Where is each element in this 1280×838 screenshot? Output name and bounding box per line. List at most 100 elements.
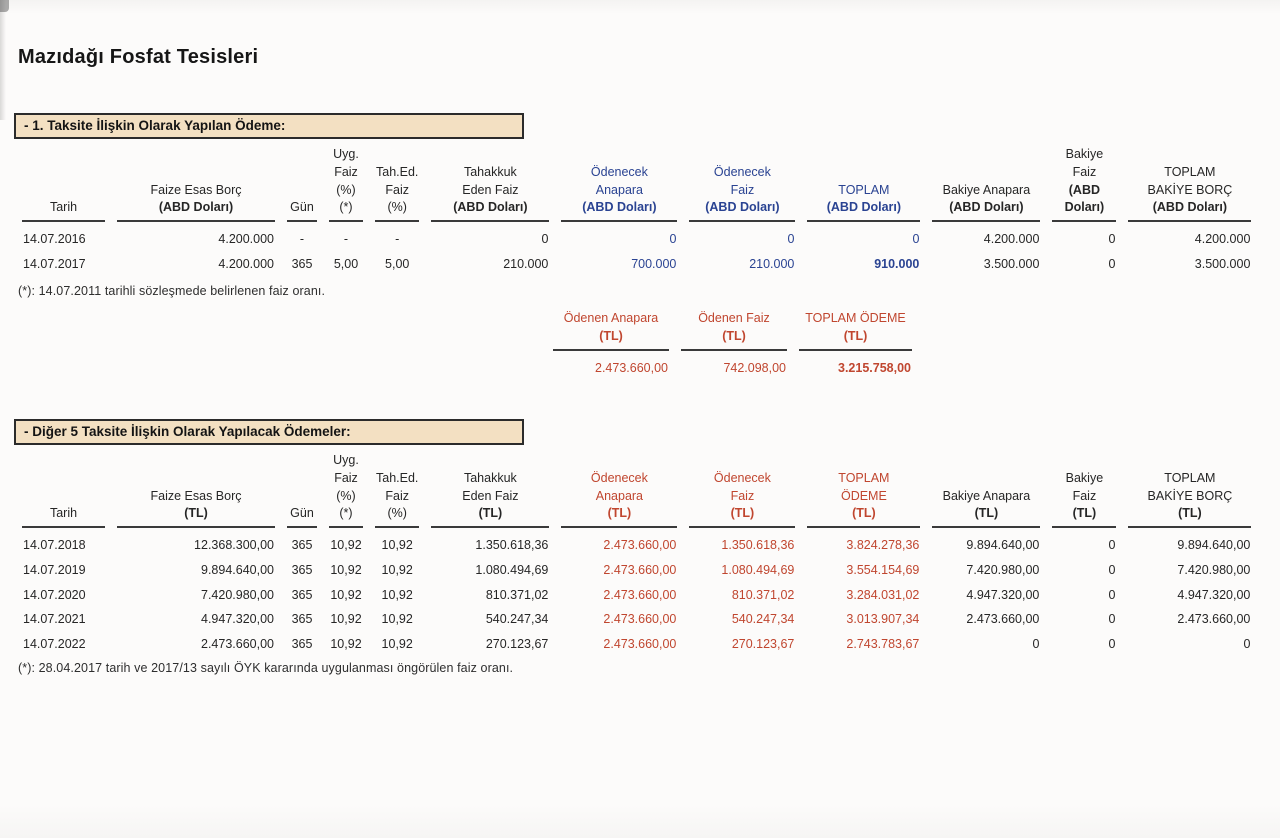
scan-edge-shadow	[0, 0, 6, 120]
table-cell: 0	[912, 232, 920, 246]
table-cell: 1.080.494,69	[721, 562, 795, 577]
table-cell: 3.013.907,34	[846, 612, 920, 627]
table-row: 2.473.660,00 742.098,00 3.215.758,00	[547, 351, 918, 381]
column-header: Faize Esas Borç (TL)	[111, 452, 281, 528]
payment-table-installments-2-6: Tarih Faize Esas Borç (TL) Gün Uyg. Faiz (%) (…	[16, 452, 1257, 657]
table-cell: 14.07.2019	[23, 562, 86, 577]
table-cell: 210.000	[749, 256, 795, 271]
column-header: Tarih	[16, 452, 111, 528]
column-header: Bakiye Faiz (ABD Doları)	[1046, 146, 1122, 222]
table-header-row: Ödenen Anapara (TL) Ödenen Faiz (TL) TOPLAM …	[547, 310, 918, 351]
table-cell: 12.368.300,00	[194, 538, 274, 552]
table-cell: 742.098,00	[723, 360, 786, 375]
table-cell: 2.473.660,00	[603, 612, 677, 627]
column-header: TOPLAM ÖDEME (TL)	[793, 310, 918, 351]
table-cell: 2.473.660,00	[603, 538, 677, 552]
table-cell: 10,92	[381, 612, 413, 627]
table-cell: 4.947.320,00	[1177, 587, 1251, 602]
table-cell: 4.947.320,00	[201, 612, 274, 627]
column-header: Gün	[281, 146, 323, 222]
table-cell: 10,92	[330, 637, 362, 651]
column-header: Bakiye Anapara (ABD Doları)	[926, 146, 1046, 222]
column-header: Tah.Ed. Faiz (%)	[369, 146, 425, 222]
column-header: Ödenen Anapara (TL)	[547, 310, 675, 351]
table-cell: 0	[1108, 538, 1116, 552]
table-cell: 700.000	[631, 256, 677, 271]
table-cell: 540.247,34	[731, 612, 795, 627]
table-header-row: Tarih Faize Esas Borç (ABD Doları) Gün Uyg. F…	[16, 146, 1257, 222]
table-cell: 1.080.494,69	[475, 562, 549, 577]
column-header: Gün	[281, 452, 323, 528]
table-cell: 0	[541, 232, 549, 246]
column-header: Tarih	[16, 146, 111, 222]
table-cell: 810.371,02	[485, 587, 549, 602]
table-cell: 910.000	[874, 256, 920, 271]
table-cell: 10,92	[330, 538, 362, 552]
table-cell: 14.07.2020	[23, 587, 86, 602]
column-header: Ödenecek Anapara (ABD Doları)	[555, 146, 683, 222]
column-header: Ödenecek Faiz (ABD Doları)	[683, 146, 801, 222]
footnote-interest-rate-contract: (*): 14.07.2011 tarihli sözleşmede belir…	[18, 284, 326, 298]
table-row: 14.07.2017 4.200.000 365 5,00 5,00 210.000 700…	[16, 252, 1257, 277]
table-header-row: Tarih Faize Esas Borç (TL) Gün Uyg. Faiz (%) (…	[16, 452, 1257, 528]
column-header: TOPLAM BAKİYE BORÇ (ABD Doları)	[1122, 146, 1257, 222]
column-header: Tah.Ed. Faiz (%)	[369, 452, 425, 528]
table-cell: 14.07.2021	[23, 612, 86, 627]
table-cell: 2.743.783,67	[846, 637, 920, 651]
table-cell: 365	[291, 256, 313, 271]
table-row: 14.07.2021 4.947.320,00 365 10,92 10,92 540.2…	[16, 607, 1257, 632]
column-header: Ödenen Faiz (TL)	[675, 310, 793, 351]
table-cell: 2.473.660,00	[603, 562, 677, 577]
table-cell: 2.473.660,00	[201, 637, 274, 651]
table-cell: 4.200.000	[218, 232, 274, 246]
table-cell: 4.200.000	[1194, 232, 1251, 246]
table-cell: 5,00	[385, 256, 410, 271]
table-cell: 3.215.758,00	[838, 360, 911, 375]
table-cell: -	[343, 232, 349, 246]
payment-summary-table-tl: Ödenen Anapara (TL) Ödenen Faiz (TL) TOPLAM …	[547, 310, 918, 380]
table-cell: 10,92	[381, 538, 413, 552]
table-cell: 10,92	[330, 562, 362, 577]
column-header: TOPLAM BAKİYE BORÇ (TL)	[1122, 452, 1257, 528]
table-cell: 2.473.660,00	[603, 637, 677, 651]
table-row: 14.07.2020 7.420.980,00 365 10,92 10,92 810.3…	[16, 583, 1257, 608]
table-cell: 0	[1243, 637, 1251, 651]
table-cell: 7.420.980,00	[201, 587, 274, 602]
table-cell: 2.473.660,00	[966, 612, 1040, 627]
table-cell: 0	[1108, 562, 1116, 577]
table-cell: 14.07.2016	[23, 232, 86, 246]
table-cell: 10,92	[330, 612, 362, 627]
table-row: 14.07.2016 4.200.000 - - - 0 0 0 0 4.200.000 0 4.20…	[16, 222, 1257, 252]
column-header: Ödenecek Anapara (TL)	[555, 452, 683, 528]
footnote-interest-rate-oyk: (*): 28.04.2017 tarih ve 2017/13 sayılı …	[18, 661, 514, 675]
column-header: Tahakkuk Eden Faiz (TL)	[425, 452, 555, 528]
table-cell: 365	[291, 562, 313, 577]
table-cell: 10,92	[330, 587, 362, 602]
table-cell: 4.200.000	[983, 232, 1040, 246]
table-cell: 270.123,67	[731, 637, 795, 651]
table-cell: 365	[291, 587, 313, 602]
table-cell: 7.420.980,00	[1177, 562, 1251, 577]
table-cell: 810.371,02	[731, 587, 795, 602]
table-cell: 210.000	[503, 256, 549, 271]
table-row: 14.07.2022 2.473.660,00 365 10,92 10,92 270.1…	[16, 632, 1257, 657]
table-cell: 0	[1108, 637, 1116, 651]
table-cell: 9.894.640,00	[966, 538, 1040, 552]
table-cell: 540.247,34	[485, 612, 549, 627]
table-cell: 0	[1032, 637, 1040, 651]
table-row: 14.07.2018 12.368.300,00 365 10,92 10,92 1.35…	[16, 528, 1257, 558]
table-cell: 10,92	[381, 637, 413, 651]
scan-artifact	[0, 0, 9, 12]
column-header: Faize Esas Borç (ABD Doları)	[111, 146, 281, 222]
table-cell: 14.07.2018	[23, 538, 86, 552]
table-cell: 3.554.154,69	[846, 562, 920, 577]
table-cell: 10,92	[381, 562, 413, 577]
column-header: Uyg. Faiz (%) (*)	[323, 452, 369, 528]
table-cell: 0	[1108, 612, 1116, 627]
table-cell: 270.123,67	[485, 637, 549, 651]
column-header: Bakiye Anapara (TL)	[926, 452, 1046, 528]
table-cell: 9.894.640,00	[201, 562, 274, 577]
column-header: Uyg. Faiz (%) (*)	[323, 146, 369, 222]
table-cell: 365	[291, 538, 313, 552]
